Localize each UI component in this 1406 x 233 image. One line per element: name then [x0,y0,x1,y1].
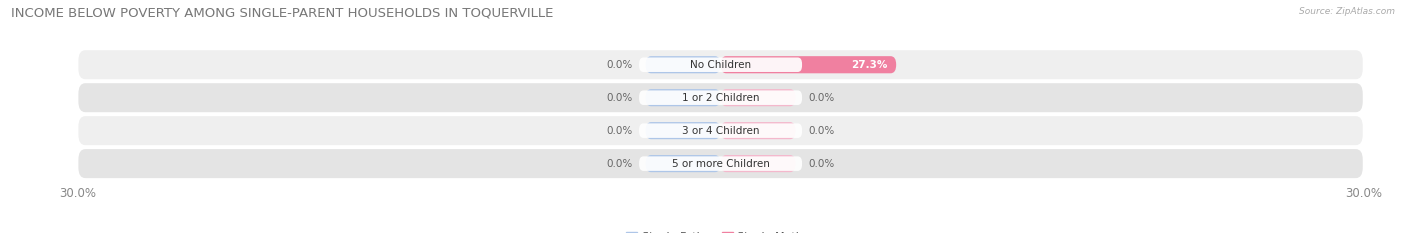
Text: Source: ZipAtlas.com: Source: ZipAtlas.com [1299,7,1395,16]
Text: 0.0%: 0.0% [808,93,835,103]
FancyBboxPatch shape [640,58,801,72]
Text: 0.0%: 0.0% [606,159,633,169]
Text: 5 or more Children: 5 or more Children [672,159,769,169]
Text: 0.0%: 0.0% [606,93,633,103]
Text: 0.0%: 0.0% [808,126,835,136]
Text: 0.0%: 0.0% [606,60,633,70]
Text: 1 or 2 Children: 1 or 2 Children [682,93,759,103]
FancyBboxPatch shape [645,89,721,106]
Text: 3 or 4 Children: 3 or 4 Children [682,126,759,136]
FancyBboxPatch shape [640,156,801,171]
FancyBboxPatch shape [721,122,796,139]
FancyBboxPatch shape [721,155,796,172]
Text: INCOME BELOW POVERTY AMONG SINGLE-PARENT HOUSEHOLDS IN TOQUERVILLE: INCOME BELOW POVERTY AMONG SINGLE-PARENT… [11,7,554,20]
FancyBboxPatch shape [721,89,796,106]
FancyBboxPatch shape [79,149,1362,178]
Legend: Single Father, Single Mother: Single Father, Single Mother [621,227,820,233]
Text: 0.0%: 0.0% [808,159,835,169]
FancyBboxPatch shape [721,56,896,73]
FancyBboxPatch shape [79,116,1362,145]
FancyBboxPatch shape [640,123,801,138]
Text: 27.3%: 27.3% [851,60,887,70]
FancyBboxPatch shape [79,83,1362,112]
FancyBboxPatch shape [79,50,1362,79]
Text: 0.0%: 0.0% [606,126,633,136]
FancyBboxPatch shape [645,56,721,73]
FancyBboxPatch shape [640,90,801,105]
FancyBboxPatch shape [645,122,721,139]
Text: No Children: No Children [690,60,751,70]
FancyBboxPatch shape [645,155,721,172]
